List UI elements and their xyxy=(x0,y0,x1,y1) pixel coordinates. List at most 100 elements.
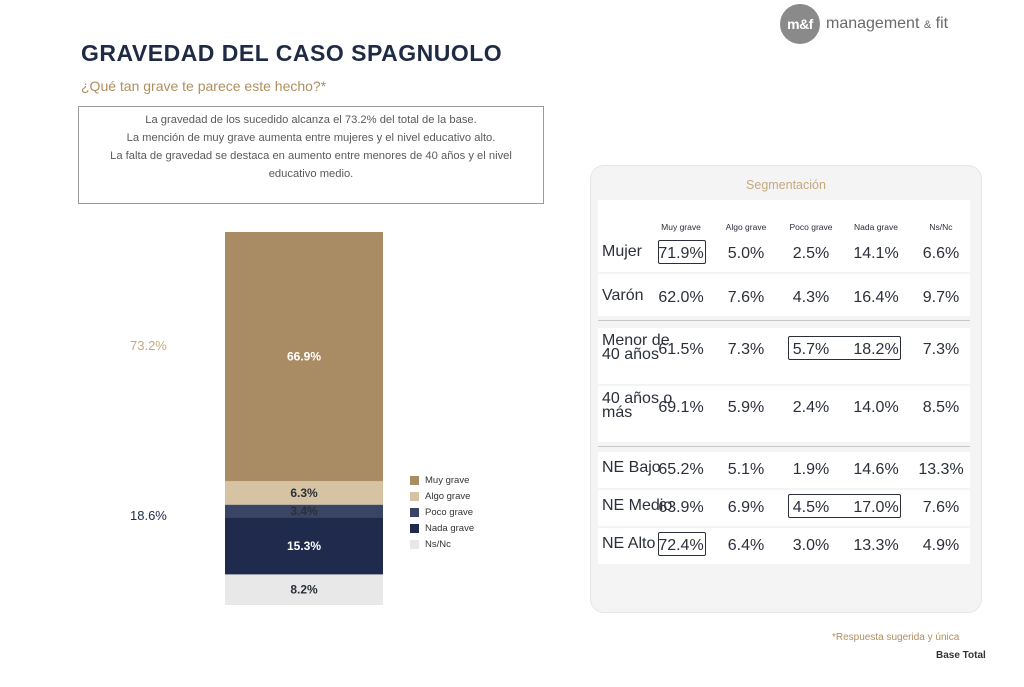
question-subtitle: ¿Qué tan grave te parece este hecho?* xyxy=(81,78,327,94)
highlight-box xyxy=(788,336,901,360)
table-cell: 71.9% xyxy=(658,245,704,262)
note-line: La falta de gravedad se destaca en aumen… xyxy=(110,150,512,180)
bar-segment-poco-grave xyxy=(225,504,383,518)
brand-logo: m&f management & fit xyxy=(780,4,948,44)
logo-name: management xyxy=(826,15,920,32)
table-cell: 2.4% xyxy=(792,399,830,416)
table-cell: 4.9% xyxy=(922,537,960,554)
row-label: Varón xyxy=(602,287,644,304)
highlight-box xyxy=(788,494,901,518)
highlight-box xyxy=(658,532,706,556)
group-divider xyxy=(598,320,970,321)
legend-item: Algo grave xyxy=(410,488,474,504)
table-cell: 4.5% xyxy=(792,499,830,516)
table-cell: 18.2% xyxy=(853,341,899,358)
column-header: Muy grave xyxy=(661,222,701,232)
legend-item: Muy grave xyxy=(410,472,474,488)
note-line: La gravedad de los sucedido alcanza el 7… xyxy=(145,114,477,126)
grave-total-label: 73.2% xyxy=(130,338,167,353)
table-row-band xyxy=(598,328,970,384)
bar-data-label: 66.9% xyxy=(287,350,321,364)
base-label: Base Total xyxy=(936,650,986,661)
footnote: *Respuesta sugerida y única xyxy=(832,632,960,643)
table-cell: 5.9% xyxy=(727,399,765,416)
table-cell: 5.1% xyxy=(727,461,765,478)
summary-note: La gravedad de los sucedido alcanza el 7… xyxy=(78,106,544,204)
legend-swatch xyxy=(410,539,419,549)
legend-label: Muy grave xyxy=(425,474,470,486)
table-cell: 7.6% xyxy=(727,289,765,306)
table-row-band xyxy=(598,230,970,272)
table-cell: 14.1% xyxy=(853,245,899,262)
legend-label: Poco grave xyxy=(425,506,474,518)
row-label: 40 años o más xyxy=(602,390,673,421)
bar-segment-algo-grave xyxy=(225,481,383,505)
logo-suffix: fit xyxy=(935,15,949,32)
table-cell: 7.3% xyxy=(922,341,960,358)
table-cell: 72.4% xyxy=(658,537,704,554)
row-label: NE Alto xyxy=(602,535,656,552)
legend-label: Ns/Nc xyxy=(425,538,451,550)
bar-data-label: 15.3% xyxy=(287,539,321,553)
table-cell: 5.7% xyxy=(792,341,830,358)
column-header: Algo grave xyxy=(725,222,767,232)
group-divider xyxy=(598,446,970,447)
table-cell: 63.9% xyxy=(658,499,704,516)
table-cell: 5.0% xyxy=(727,245,765,262)
table-header-band xyxy=(598,200,970,230)
table-cell: 9.7% xyxy=(922,289,960,306)
legend-label: Algo grave xyxy=(425,490,471,502)
table-cell: 2.5% xyxy=(792,245,830,262)
table-cell: 8.5% xyxy=(922,399,960,416)
highlight-box xyxy=(658,240,706,264)
bar-segment-nada-grave xyxy=(225,517,383,575)
note-line: La mención de muy grave aumenta entre mu… xyxy=(126,132,496,144)
not-grave-total-label: 18.6% xyxy=(130,508,167,523)
row-label: Mujer xyxy=(602,243,643,260)
legend-swatch xyxy=(410,507,419,517)
bar-data-label: 3.4% xyxy=(290,504,318,518)
legend-label: Nada grave xyxy=(425,522,475,534)
table-cell: 69.1% xyxy=(658,399,704,416)
table-cell: 1.9% xyxy=(792,461,830,478)
legend-item: Ns/Nc xyxy=(410,536,474,552)
legend-swatch xyxy=(410,523,419,533)
logo-text: management & fit xyxy=(826,15,948,33)
table-cell: 14.0% xyxy=(853,399,899,416)
bar-data-label: 8.2% xyxy=(290,583,318,597)
row-label: NE Bajo xyxy=(602,459,661,476)
table-row-band xyxy=(598,452,970,488)
table-row-band xyxy=(598,274,970,316)
logo-mark: m&f xyxy=(780,4,820,44)
legend-item: Poco grave xyxy=(410,504,474,520)
legend-swatch xyxy=(410,475,419,485)
table-cell: 17.0% xyxy=(853,499,899,516)
table-cell: 6.4% xyxy=(727,537,765,554)
table-cell: 6.6% xyxy=(922,245,960,262)
table-row-band xyxy=(598,386,970,442)
table-cell: 62.0% xyxy=(658,289,704,306)
table-row-band xyxy=(598,528,970,564)
column-header: Poco grave xyxy=(789,222,833,232)
table-cell: 7.3% xyxy=(727,341,765,358)
stacked-bar-chart: 66.9% 6.3% 3.4% 15.3% 8.2% xyxy=(225,232,383,605)
bar-segment-ns-nc xyxy=(225,574,383,605)
page-title: GRAVEDAD DEL CASO SPAGNUOLO xyxy=(81,40,503,66)
table-cell: 13.3% xyxy=(853,537,899,554)
segmentation-table: Muy grave Algo grave Poco grave Nada grave N… xyxy=(598,200,970,570)
logo-amp: & xyxy=(923,19,932,31)
legend-item: Nada grave xyxy=(410,520,474,536)
table-cell: 14.6% xyxy=(853,461,899,478)
table-cell: 7.6% xyxy=(922,499,960,516)
table-cell: 65.2% xyxy=(658,461,704,478)
row-label: NE Medio xyxy=(602,497,673,514)
table-cell: 61.5% xyxy=(658,341,704,358)
table-cell: 16.4% xyxy=(853,289,899,306)
legend-swatch xyxy=(410,491,419,501)
bar-segment-muy-grave xyxy=(225,232,383,482)
column-header: Ns/Nc xyxy=(929,222,953,232)
column-header: Nada grave xyxy=(854,222,898,232)
row-label: Menor de 40 años xyxy=(602,332,670,363)
bar-data-label: 6.3% xyxy=(290,486,318,500)
table-cell: 4.3% xyxy=(792,289,830,306)
